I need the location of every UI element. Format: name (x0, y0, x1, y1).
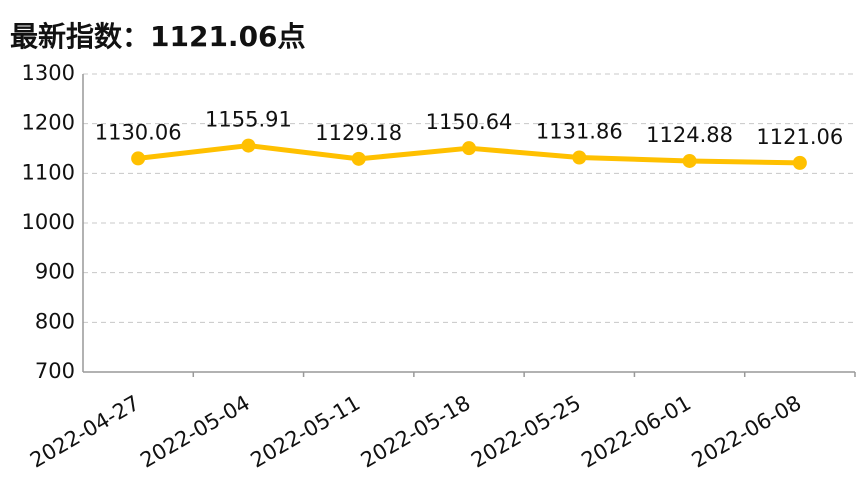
y-tick-label: 1200 (22, 111, 75, 135)
point (462, 141, 476, 156)
data-label: 1130.06 (95, 120, 182, 144)
point (131, 151, 146, 166)
x-tick-label: 2022-06-08 (688, 391, 806, 473)
x-tick-label: 2022-06-01 (577, 391, 695, 473)
y-tick-label: 1300 (22, 61, 75, 85)
data-label: 1124.88 (646, 123, 733, 147)
chart-title: 最新指数：1121.06点 (10, 20, 306, 53)
data-label: 1155.91 (205, 108, 292, 132)
x-tick-label: 2022-05-04 (136, 391, 254, 473)
data-label: 1129.18 (315, 121, 402, 145)
point (792, 155, 807, 170)
y-tick-label: 700 (35, 359, 75, 383)
x-tick-label: 2022-05-25 (467, 391, 585, 473)
y-tick-label: 800 (35, 309, 75, 333)
point (351, 151, 366, 166)
point (572, 150, 587, 165)
data-label: 1131.86 (536, 120, 623, 144)
x-tick-label: 2022-05-11 (247, 391, 365, 473)
data-label: 1121.06 (756, 125, 843, 149)
x-tick-label: 2022-04-27 (26, 391, 144, 473)
y-tick-label: 900 (35, 260, 75, 284)
y-tick-label: 1100 (22, 160, 75, 184)
point (241, 138, 256, 153)
point (682, 153, 697, 168)
y-tick-label: 1000 (22, 210, 75, 234)
x-tick-label: 2022-05-18 (357, 391, 475, 473)
data-label: 1150.64 (426, 110, 513, 134)
